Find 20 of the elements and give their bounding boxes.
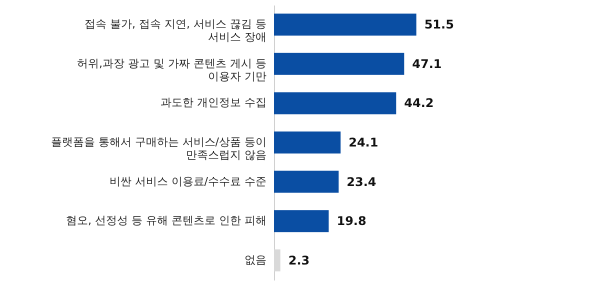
- bar: [274, 92, 396, 114]
- data-label: 24.1: [348, 136, 378, 150]
- data-label: 51.5: [424, 18, 454, 32]
- data-label: 47.1: [412, 56, 442, 71]
- y-tick-label: 허위,과장 광고 및 가짜 콘텐츠 게시 등 이용자 기만: [77, 56, 266, 83]
- y-tick-label: 과도한 개인정보 수집: [160, 96, 266, 110]
- bar: [274, 170, 339, 193]
- data-label: 2.3: [288, 253, 310, 268]
- y-tick-label: 접속 불가, 접속 지연, 서비스 끊김 등 서비스 장애: [84, 18, 266, 44]
- y-tick-label: 혐오, 선정성 등 유해 콘텐츠로 인한 피해: [66, 214, 266, 228]
- bar: [274, 132, 341, 154]
- y-tick-label: 비싼 서비스 이용료/수수료 수준: [109, 174, 266, 188]
- data-label: 23.4: [346, 174, 376, 189]
- bar: [274, 14, 416, 36]
- y-tick-label: 플랫폼을 통해서 구매하는 서비스/상품 등이 만족스럽지 않음: [50, 136, 266, 162]
- data-label: 19.8: [336, 214, 366, 228]
- y-tick-label: 없음: [244, 253, 266, 266]
- bar: [274, 210, 329, 232]
- data-label: 44.2: [404, 96, 434, 110]
- bar: [274, 52, 404, 75]
